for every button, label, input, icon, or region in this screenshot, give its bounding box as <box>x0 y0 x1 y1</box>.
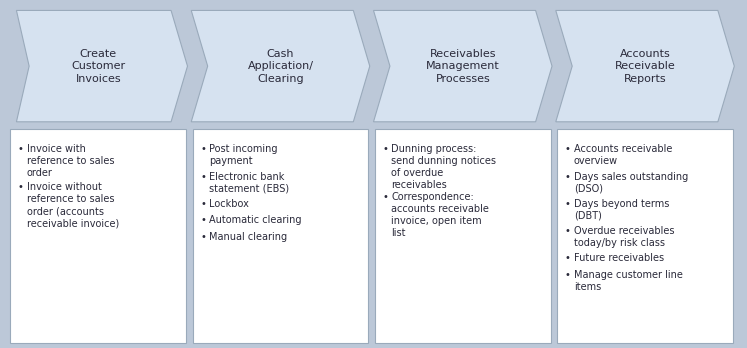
Text: Accounts receivable
overview: Accounts receivable overview <box>574 144 672 166</box>
Text: •: • <box>200 172 206 182</box>
Text: Manage customer line
items: Manage customer line items <box>574 270 683 292</box>
FancyBboxPatch shape <box>375 129 551 343</box>
Text: •: • <box>382 192 388 203</box>
Text: Manual clearing: Manual clearing <box>209 232 288 242</box>
Text: •: • <box>565 270 571 280</box>
Text: Correspondence:
accounts receivable
invoice, open item
list: Correspondence: accounts receivable invo… <box>391 192 489 238</box>
Text: Days beyond terms
(DBT): Days beyond terms (DBT) <box>574 199 669 221</box>
Text: Automatic clearing: Automatic clearing <box>209 215 302 226</box>
Text: •: • <box>200 215 206 226</box>
FancyBboxPatch shape <box>557 129 733 343</box>
Text: Invoice without
reference to sales
order (accounts
receivable invoice): Invoice without reference to sales order… <box>27 182 119 228</box>
FancyBboxPatch shape <box>193 129 368 343</box>
Polygon shape <box>374 10 552 122</box>
Text: •: • <box>565 199 571 209</box>
Text: •: • <box>18 182 24 192</box>
Text: Electronic bank
statement (EBS): Electronic bank statement (EBS) <box>209 172 289 193</box>
Text: Dunning process:
send dunning notices
of overdue
receivables: Dunning process: send dunning notices of… <box>391 144 497 190</box>
FancyBboxPatch shape <box>10 129 186 343</box>
Text: Lockbox: Lockbox <box>209 199 249 209</box>
Text: •: • <box>200 199 206 209</box>
Text: •: • <box>200 144 206 155</box>
Text: Overdue receivables
today/by risk class: Overdue receivables today/by risk class <box>574 226 675 248</box>
Text: •: • <box>200 232 206 242</box>
Text: •: • <box>565 253 571 263</box>
Text: Future receivables: Future receivables <box>574 253 664 263</box>
Text: Cash
Application/
Clearing: Cash Application/ Clearing <box>247 49 314 84</box>
Text: •: • <box>18 144 24 155</box>
Text: •: • <box>565 144 571 155</box>
Text: •: • <box>382 144 388 155</box>
Text: Invoice with
reference to sales
order: Invoice with reference to sales order <box>27 144 114 179</box>
Text: Accounts
Receivable
Reports: Accounts Receivable Reports <box>615 49 675 84</box>
Text: Receivables
Management
Processes: Receivables Management Processes <box>426 49 500 84</box>
Text: Post incoming
payment: Post incoming payment <box>209 144 278 166</box>
Polygon shape <box>556 10 734 122</box>
Polygon shape <box>191 10 370 122</box>
Polygon shape <box>16 10 187 122</box>
Text: Days sales outstanding
(DSO): Days sales outstanding (DSO) <box>574 172 688 193</box>
Text: •: • <box>565 226 571 236</box>
Text: Create
Customer
Invoices: Create Customer Invoices <box>71 49 125 84</box>
Text: •: • <box>565 172 571 182</box>
